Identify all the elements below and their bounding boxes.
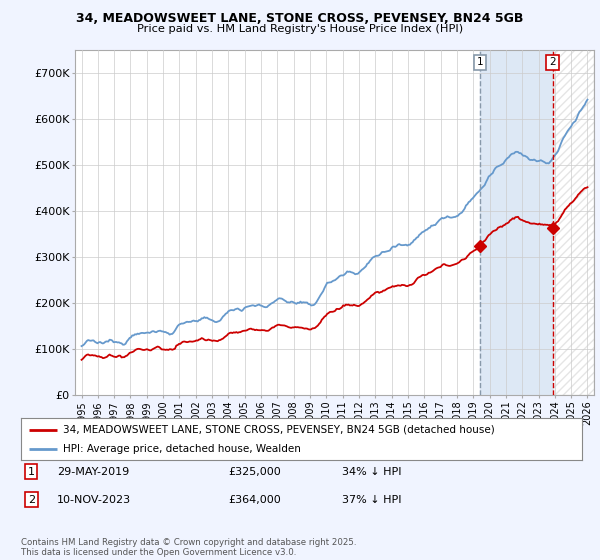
Text: 1: 1 [28, 466, 35, 477]
Text: 2: 2 [550, 58, 556, 67]
Text: 29-MAY-2019: 29-MAY-2019 [57, 466, 129, 477]
Text: Contains HM Land Registry data © Crown copyright and database right 2025.
This d: Contains HM Land Registry data © Crown c… [21, 538, 356, 557]
Text: 34, MEADOWSWEET LANE, STONE CROSS, PEVENSEY, BN24 5GB: 34, MEADOWSWEET LANE, STONE CROSS, PEVEN… [76, 12, 524, 25]
Text: 2: 2 [28, 494, 35, 505]
Text: Price paid vs. HM Land Registry's House Price Index (HPI): Price paid vs. HM Land Registry's House … [137, 24, 463, 34]
Text: £364,000: £364,000 [228, 494, 281, 505]
Bar [553, 50, 594, 395]
Text: 34, MEADOWSWEET LANE, STONE CROSS, PEVENSEY, BN24 5GB (detached house): 34, MEADOWSWEET LANE, STONE CROSS, PEVEN… [63, 424, 495, 435]
Bar [480, 50, 553, 395]
Text: 1: 1 [476, 58, 483, 67]
Text: £325,000: £325,000 [228, 466, 281, 477]
Text: 34% ↓ HPI: 34% ↓ HPI [342, 466, 401, 477]
Text: HPI: Average price, detached house, Wealden: HPI: Average price, detached house, Weal… [63, 444, 301, 454]
Text: 37% ↓ HPI: 37% ↓ HPI [342, 494, 401, 505]
Text: 10-NOV-2023: 10-NOV-2023 [57, 494, 131, 505]
